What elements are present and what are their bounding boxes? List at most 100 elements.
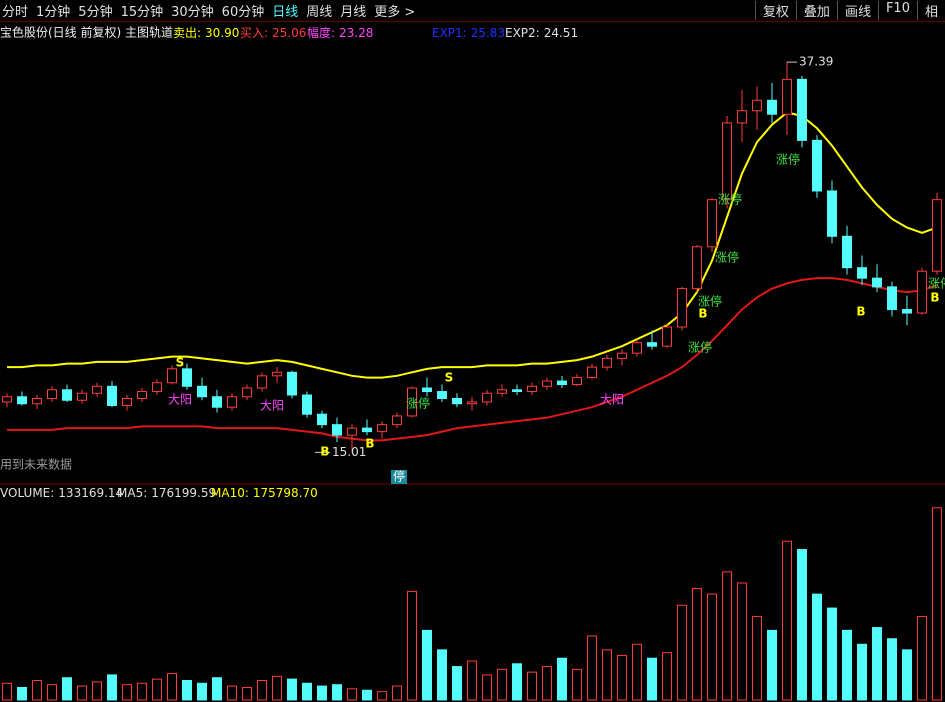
- marker: 停: [393, 469, 405, 484]
- legend-value: 176199.59: [151, 486, 216, 500]
- high-label: 37.39: [799, 55, 833, 69]
- candle-body: [587, 366, 597, 379]
- candle-body: [422, 387, 432, 393]
- volume-bar: [647, 657, 657, 701]
- volume-bar: [527, 671, 537, 701]
- period-tab[interactable]: 月线: [340, 5, 367, 20]
- candle-body: [167, 368, 177, 384]
- candle-body: [182, 368, 192, 387]
- signal-label: 大阳: [600, 393, 624, 407]
- period-tab[interactable]: 30分钟: [171, 5, 214, 20]
- volume-bar: [887, 638, 897, 701]
- tool-button[interactable]: F10: [877, 1, 917, 20]
- candle-body: [122, 397, 132, 406]
- volume-bar: [422, 629, 432, 701]
- period-tab[interactable]: 5分钟: [78, 5, 113, 20]
- volume-bar: [632, 643, 642, 701]
- volume-bar: [197, 682, 207, 701]
- period-tab[interactable]: 分时: [2, 5, 29, 20]
- signal-label: B: [930, 291, 939, 305]
- volume-bar: [347, 688, 357, 701]
- volume-bar: [167, 673, 177, 701]
- legend-value: 23.28: [339, 26, 373, 40]
- candle-body: [107, 385, 117, 406]
- legend-name: EXP1:: [432, 26, 467, 40]
- period-tabs: 分时 1分钟 5分钟 15分钟 30分钟 60分钟 日线 周线 月线 更多 >: [0, 1, 415, 20]
- legend-name: 卖出:: [173, 26, 201, 40]
- volume-bar: [332, 684, 342, 701]
- tool-button[interactable]: 画线: [836, 1, 878, 20]
- candle-body: [692, 246, 702, 290]
- candle-body: [662, 326, 672, 347]
- candle-body: [242, 387, 252, 398]
- candle-body: [782, 78, 792, 115]
- marker-box: [391, 470, 407, 484]
- volume-bar: [557, 657, 567, 701]
- volume-bar: [812, 593, 822, 701]
- volume-bar: [797, 549, 807, 701]
- volume-bar: [77, 685, 87, 701]
- tool-button[interactable]: 相: [916, 1, 945, 20]
- toolbar: 分时 1分钟 5分钟 15分钟 30分钟 60分钟 日线 周线 月线 更多 > 复权 叠加 画线 F10…: [0, 0, 945, 22]
- candle-body: [152, 382, 162, 393]
- volume-bar: [122, 684, 132, 701]
- volume-bar: [392, 685, 402, 701]
- volume-bar: [752, 615, 762, 701]
- candle-body: [677, 288, 687, 328]
- volume-bar: [227, 685, 237, 701]
- tool-button[interactable]: 复权: [754, 1, 796, 20]
- candle-body: [542, 380, 552, 387]
- candle-body: [932, 199, 942, 272]
- volume-bar: [572, 668, 582, 701]
- candle-body: [797, 78, 807, 141]
- candle-body: [407, 387, 417, 417]
- legend-name: VOLUME:: [0, 486, 54, 500]
- candle-body: [857, 267, 867, 279]
- candle-body: [392, 415, 402, 426]
- tool-buttons: 复权 叠加 画线 F10 相: [754, 1, 945, 20]
- candle-body: [632, 342, 642, 354]
- candle-body: [872, 277, 882, 288]
- candle-body: [497, 389, 507, 394]
- period-tab[interactable]: 更多 >: [374, 5, 416, 20]
- volume-bar: [107, 674, 117, 701]
- candle-body: [572, 377, 582, 386]
- period-tab[interactable]: 60分钟: [221, 5, 265, 20]
- candle-body: [557, 380, 567, 386]
- volume-bar: [782, 540, 792, 701]
- volume-bar: [512, 663, 522, 701]
- candle-body: [137, 391, 147, 399]
- volume-bar: [452, 666, 462, 701]
- period-tab[interactable]: 日线: [272, 5, 299, 20]
- volume-bar: [152, 678, 162, 701]
- signal-label: 涨停: [698, 294, 722, 309]
- candle-body: [617, 352, 627, 359]
- candle-body: [722, 122, 732, 201]
- chart-title: 宝色股份(日线 前复权) 主图轨道: [0, 25, 173, 40]
- candle-body: [47, 389, 57, 399]
- legend-name: 幅度:: [307, 25, 335, 40]
- candle-body: [812, 139, 822, 192]
- candle-body: [257, 375, 267, 389]
- volume-bar: [212, 677, 222, 701]
- volume-bar: [182, 680, 192, 701]
- volume-bar: [842, 629, 852, 701]
- period-tab[interactable]: 周线: [306, 5, 333, 20]
- legend-name: MA10:: [211, 486, 249, 500]
- legend-name: 买入:: [240, 26, 268, 40]
- candle-body: [32, 397, 42, 405]
- signal-label: 涨停: [776, 152, 800, 167]
- candle-body: [332, 424, 342, 436]
- period-tab[interactable]: 1分钟: [36, 5, 71, 20]
- candle-body: [92, 385, 102, 394]
- period-tab[interactable]: 15分钟: [120, 5, 164, 20]
- tool-button[interactable]: 叠加: [795, 1, 837, 20]
- volume-bar: [482, 674, 492, 701]
- signal-label: 涨停: [715, 250, 739, 265]
- candle-body: [377, 424, 387, 433]
- candle-body: [62, 389, 72, 401]
- candle-body: [917, 270, 927, 314]
- legend-value: 24.51: [544, 26, 578, 40]
- volume-bar: [587, 635, 597, 701]
